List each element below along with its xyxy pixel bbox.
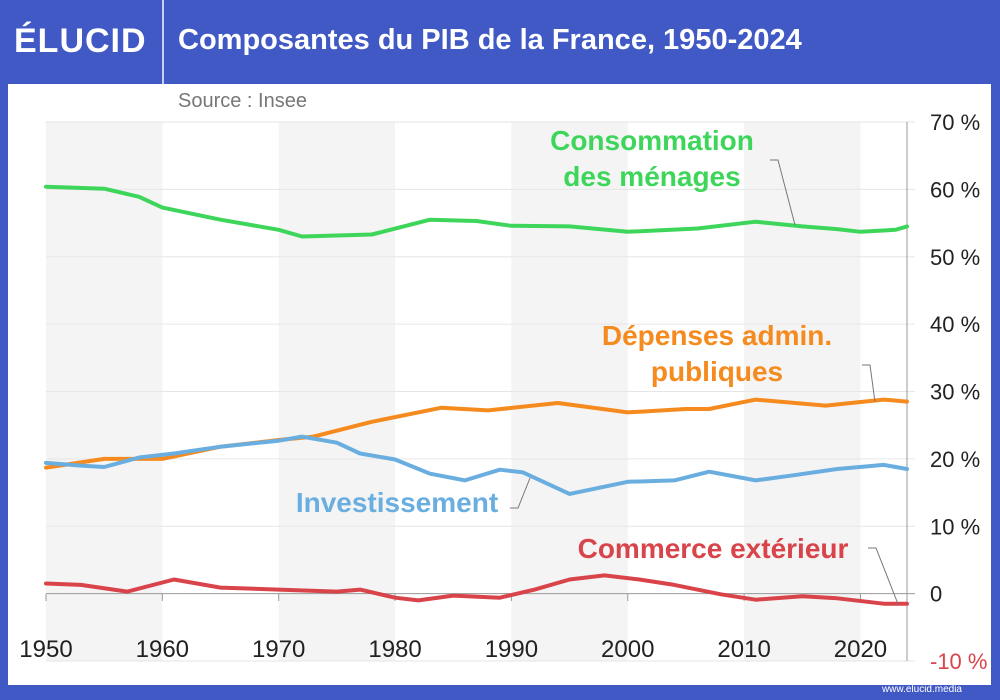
- leader-line: [862, 364, 876, 403]
- leader-line: [868, 547, 899, 605]
- leader-line: [770, 159, 796, 226]
- y-tick-label: -10 %: [930, 649, 987, 674]
- x-tick-label: 1980: [368, 636, 421, 663]
- series-line-0: [44, 184, 909, 239]
- header-divider: [162, 0, 164, 84]
- footer-url[interactable]: www.elucid.media: [881, 684, 962, 695]
- leader-line: [510, 477, 531, 509]
- chart-title: Composantes du PIB de la France, 1950-20…: [178, 24, 802, 56]
- source-note: Source : Insee: [178, 90, 307, 112]
- x-tick-label: 1990: [485, 636, 538, 663]
- series-label: Consommation: [550, 125, 754, 156]
- series-line-3: [44, 573, 909, 606]
- x-tick-label: 2000: [601, 636, 654, 663]
- series-label: Investissement: [296, 487, 498, 518]
- x-tick-label: 1970: [252, 636, 305, 663]
- y-tick-label: 70 %: [930, 110, 980, 135]
- series-label: Commerce extérieur: [578, 533, 849, 564]
- y-tick-label: 40 %: [930, 312, 980, 337]
- elucid-logo: ÉLUCID: [14, 22, 147, 60]
- series-label: publiques: [651, 356, 783, 387]
- y-tick-label: 10 %: [930, 514, 980, 539]
- y-tick-label: 30 %: [930, 380, 980, 405]
- y-tick-label: 20 %: [930, 447, 980, 472]
- y-tick-label: 60 %: [930, 177, 980, 202]
- series-label: Dépenses admin.: [602, 320, 832, 351]
- series-line-2: [44, 434, 909, 496]
- x-tick-label: 1950: [19, 636, 72, 663]
- y-tick-label: 50 %: [930, 245, 980, 270]
- header: ÉLUCID Composantes du PIB de la France, …: [0, 0, 1000, 84]
- x-tick-label: 2010: [717, 636, 770, 663]
- series-label: des ménages: [563, 161, 740, 192]
- x-tick-label: 1960: [136, 636, 189, 663]
- x-tick-label: 2020: [834, 636, 887, 663]
- y-tick-label: 0: [930, 582, 942, 607]
